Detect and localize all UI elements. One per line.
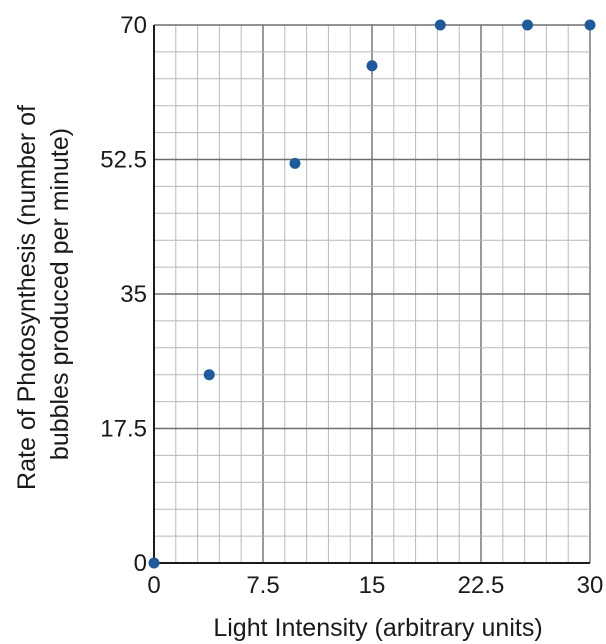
x-tick-label: 22.5 <box>458 572 505 599</box>
x-tick-label: 0 <box>147 572 160 599</box>
data-point <box>366 60 378 72</box>
x-tick-labels: 0 7.5 15 22.5 30 <box>147 572 603 599</box>
axes <box>153 25 590 564</box>
x-tick-label: 15 <box>359 572 386 599</box>
grid <box>153 24 591 564</box>
y-axis-title-line-1: Rate of Photosynthesis (number of <box>13 105 41 490</box>
data-point <box>148 557 160 569</box>
y-axis-title: Rate of Photosynthesis (number of bubble… <box>13 98 74 490</box>
x-axis-title: Light Intensity (arbitrary units) <box>213 614 542 642</box>
y-tick-label: 0 <box>134 550 147 577</box>
data-point <box>434 19 446 31</box>
y-tick-label: 70 <box>120 12 147 39</box>
data-point <box>289 157 301 169</box>
data-point <box>522 19 534 31</box>
data-point <box>584 19 596 31</box>
y-tick-label: 17.5 <box>100 416 147 443</box>
y-tick-label: 35 <box>120 281 147 308</box>
y-axis-title-line-2: bubbles produced per minute) <box>46 128 74 460</box>
data-points <box>148 19 596 569</box>
y-tick-labels: 0 17.5 35 52.5 70 <box>100 12 147 577</box>
data-point <box>203 369 215 381</box>
x-tick-label: 30 <box>577 572 604 599</box>
y-tick-label: 52.5 <box>100 147 147 174</box>
x-tick-label: 7.5 <box>246 572 279 599</box>
